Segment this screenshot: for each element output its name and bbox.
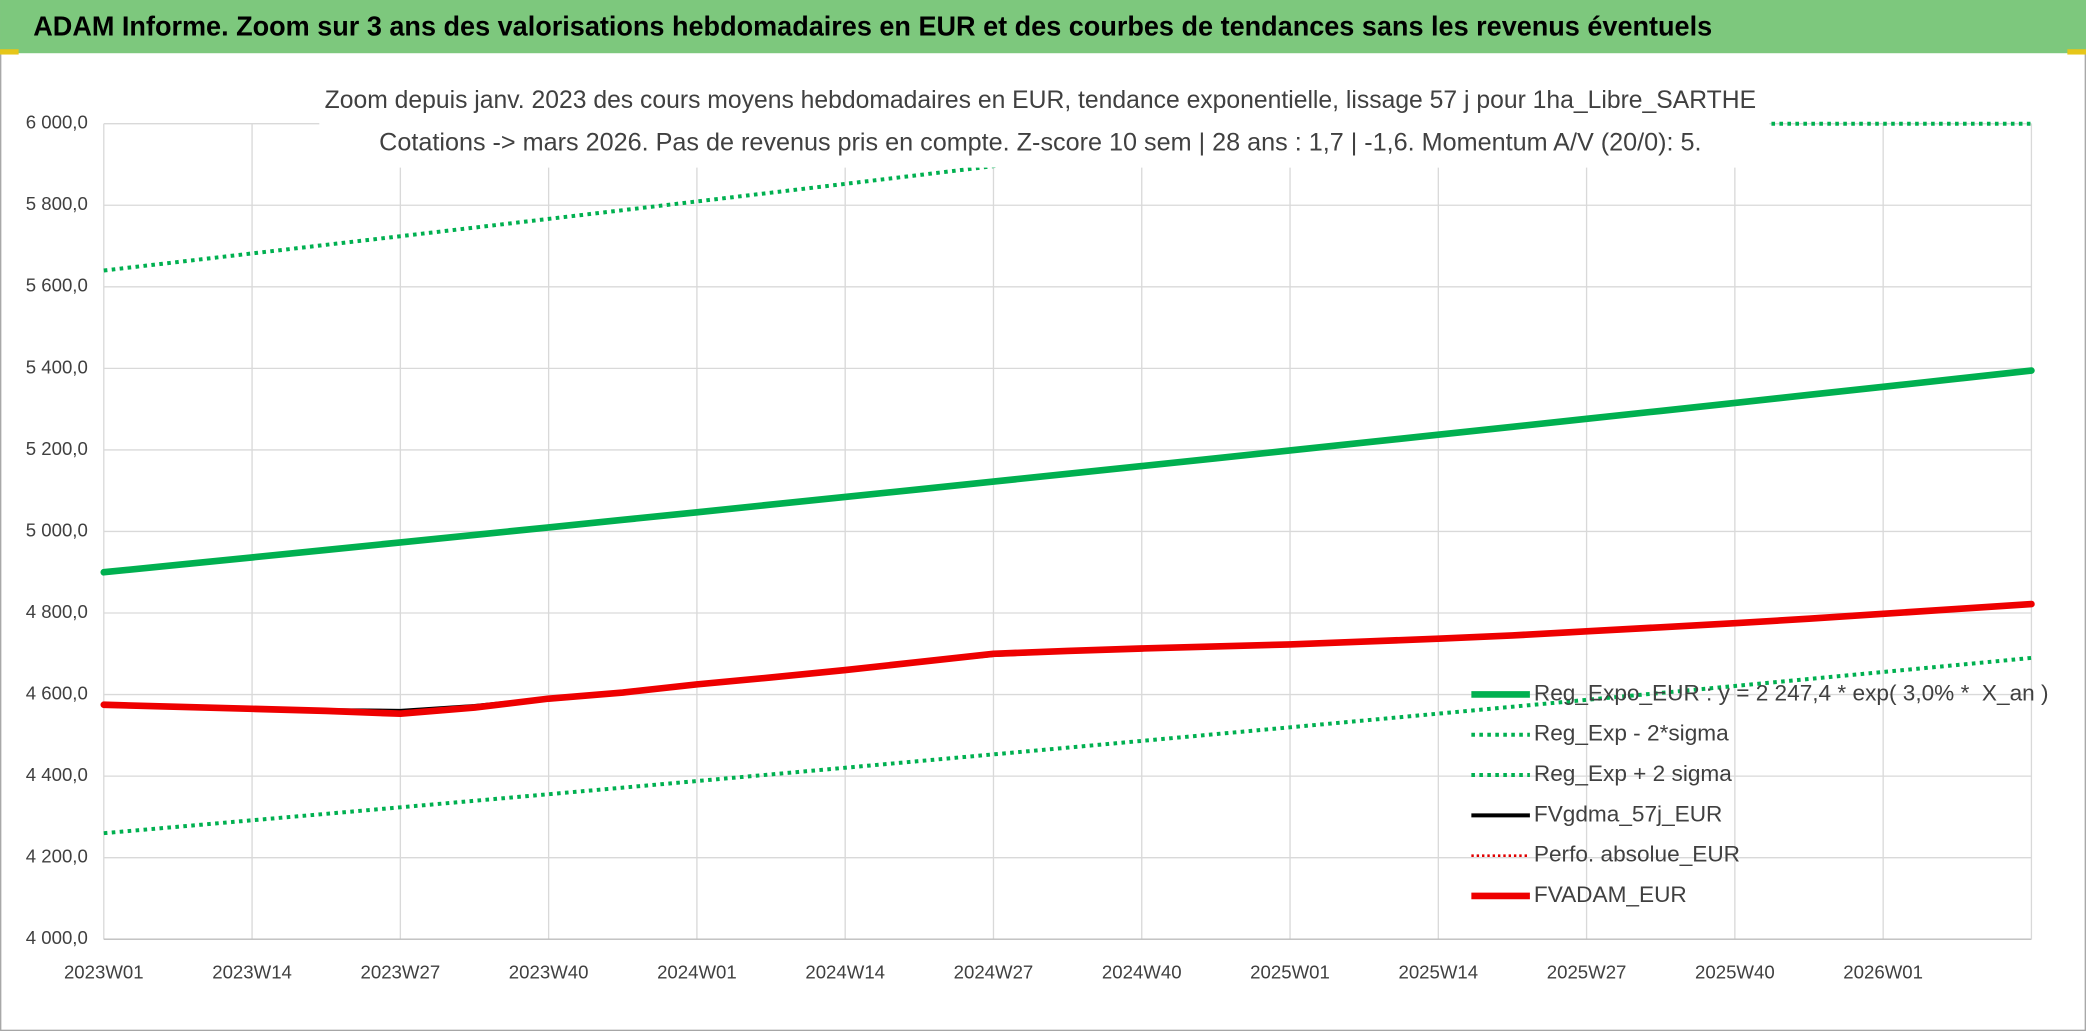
legend-label: Perfo. absolue_EUR xyxy=(1534,842,1740,867)
header-bar xyxy=(0,0,2086,54)
x-tick-label: 2025W14 xyxy=(1398,962,1478,983)
corner xyxy=(0,49,19,55)
y-tick-label: 4 600,0 xyxy=(26,682,88,703)
x-tick-label: 2023W01 xyxy=(64,962,144,983)
x-tick-label: 2025W40 xyxy=(1695,962,1775,983)
legend-label: Reg_Exp + 2 sigma xyxy=(1534,761,1732,786)
x-tick-label: 2023W40 xyxy=(509,962,589,983)
x-tick-label: 2025W27 xyxy=(1547,962,1627,983)
legend-label: Reg_Exp - 2*sigma xyxy=(1534,721,1729,746)
x-tick-label: 2023W14 xyxy=(212,962,292,983)
y-tick-label: 4 800,0 xyxy=(26,601,88,622)
x-tick-label: 2023W27 xyxy=(361,962,441,983)
header-title: ADAM Informe. Zoom sur 3 ans des valoris… xyxy=(33,10,1712,41)
y-tick-label: 5 600,0 xyxy=(26,275,88,296)
x-tick-label: 2026W01 xyxy=(1843,962,1923,983)
chart-title: Zoom depuis janv. 2023 des cours moyens … xyxy=(325,86,1756,114)
x-tick-label: 2024W40 xyxy=(1102,962,1182,983)
chart-subtitle: Cotations -> mars 2026. Pas de revenus p… xyxy=(379,128,1701,156)
x-tick-label: 2024W27 xyxy=(954,962,1034,983)
legend-label: Reg_Expo_EUR : y = 2 247,4 * exp( 3,0% *… xyxy=(1534,680,2049,705)
series-line xyxy=(100,600,2035,718)
y-tick-label: 5 400,0 xyxy=(26,356,88,377)
y-tick-label: 5 800,0 xyxy=(26,193,88,214)
x-tick-label: 2024W14 xyxy=(805,962,885,983)
x-tick-label: 2025W01 xyxy=(1250,962,1330,983)
corner xyxy=(2067,49,2086,55)
series-line xyxy=(100,367,2035,576)
y-tick-label: 4 000,0 xyxy=(26,927,88,948)
y-tick-label: 4 400,0 xyxy=(26,764,88,785)
y-tick-label: 4 200,0 xyxy=(26,846,88,867)
series-line xyxy=(103,655,2032,836)
y-tick-label: 5 000,0 xyxy=(26,519,88,540)
y-tick-label: 6 000,0 xyxy=(26,112,88,133)
x-tick-label: 2024W01 xyxy=(657,962,737,983)
y-tick-label: 5 200,0 xyxy=(26,438,88,459)
legend-label: FVADAM_EUR xyxy=(1534,882,1687,907)
legend-label: FVgdma_57j_EUR xyxy=(1534,801,1723,826)
title-box xyxy=(319,77,1770,168)
